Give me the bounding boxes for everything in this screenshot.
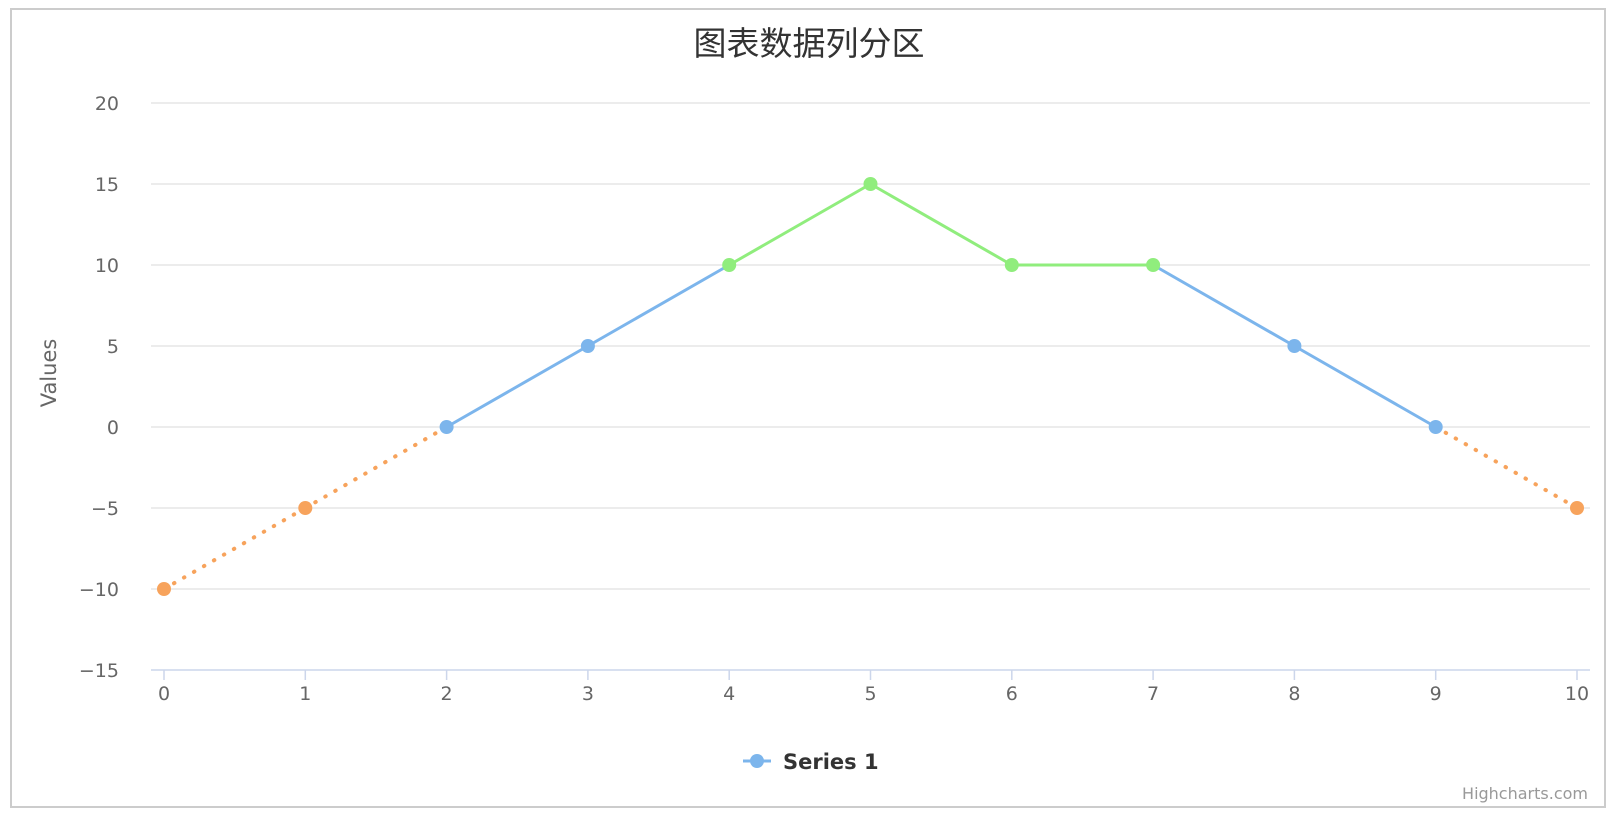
data-point [1570,501,1584,515]
data-point [722,258,737,272]
legend-symbol-marker [750,754,764,768]
x-tick-label: 8 [1288,683,1300,705]
series-line-segment [1292,344,1438,429]
data-point [1146,258,1161,272]
x-tick-label: 5 [864,683,876,705]
credits-link[interactable]: Highcharts.com [1462,784,1588,803]
series-line-segment [445,344,590,429]
y-tick-label: 5 [107,336,119,358]
y-tick-label: −15 [79,660,119,682]
y-tick-label: 15 [95,174,119,196]
data-point [298,501,313,515]
series-points [157,177,1584,596]
data-point [439,420,454,434]
data-point [1004,258,1019,272]
data-point [580,339,595,353]
data-point [1287,339,1302,353]
x-tick-label: 4 [723,683,735,705]
series-line-segment [586,263,731,348]
grid-lines [151,102,1590,590]
x-tick-label: 7 [1147,683,1159,705]
x-tick-label: 2 [441,683,453,705]
y-tick-label: 20 [95,93,119,115]
y-tick-label: 10 [95,255,119,277]
legend[interactable]: Series 1 [743,750,879,774]
y-tick-label: 0 [107,417,119,439]
chart-container [10,8,1606,808]
y-tick-label: −5 [91,498,119,520]
x-tick-label: 1 [299,683,311,705]
x-tick-label: 3 [582,683,594,705]
chart-title: 图表数据列分区 [694,24,925,63]
y-axis-ticks: −15 −10 −5 0 5 10 15 20 [79,93,119,682]
series-lines [162,182,1579,591]
series-line-segment [162,506,308,591]
legend-label-series-1[interactable]: Series 1 [783,750,879,774]
series-line-segment [1151,263,1296,348]
y-axis-title: Values [37,339,61,408]
data-point [863,177,878,191]
x-axis [151,669,1590,680]
series-line-segment [303,425,449,510]
x-tick-label: 0 [158,683,170,705]
series-line-segment [869,182,1014,267]
x-tick-label: 9 [1430,683,1442,705]
data-point [157,582,171,596]
data-point [1428,420,1443,434]
x-tick-label: 10 [1565,683,1589,705]
x-axis-ticks: 0 1 2 3 4 5 6 7 8 9 10 [158,683,1589,705]
series-line-segment [1433,425,1579,510]
x-tick-label: 6 [1006,683,1018,705]
series-line-segment [727,182,872,267]
y-tick-label: −10 [79,579,119,601]
